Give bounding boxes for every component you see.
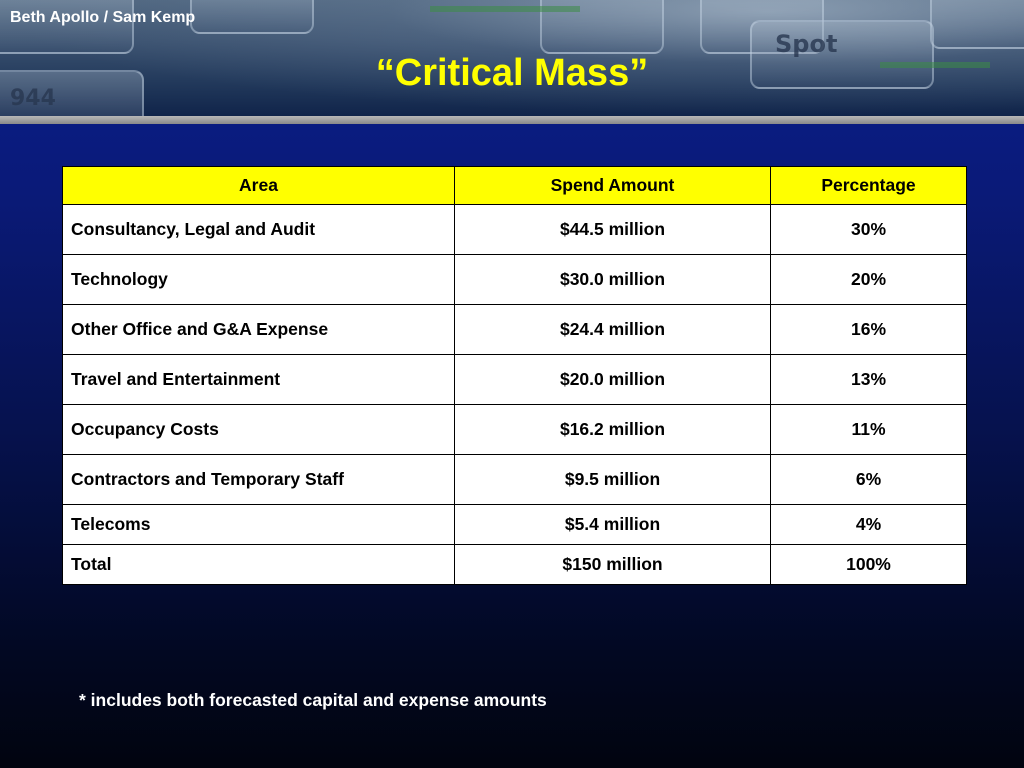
spend-cell: $150 million	[454, 544, 771, 585]
table-row: Occupancy Costs $16.2 million 11%	[62, 404, 967, 455]
percentage-cell: 13%	[770, 354, 967, 405]
table-row: Other Office and G&A Expense $24.4 milli…	[62, 304, 967, 355]
author-credit: Beth Apollo / Sam Kemp	[10, 9, 196, 26]
area-cell: Telecoms	[62, 504, 455, 545]
area-cell: Contractors and Temporary Staff	[62, 454, 455, 505]
keyboard-key-image	[0, 0, 134, 54]
spend-cell: $5.4 million	[454, 504, 771, 545]
keyboard-glyph-image: 944	[10, 86, 56, 111]
spend-cell: $16.2 million	[454, 404, 771, 455]
spend-cell: $9.5 million	[454, 454, 771, 505]
green-led-strip	[880, 62, 990, 68]
header-banner: 944 Spot	[0, 0, 1024, 116]
spend-cell: $20.0 million	[454, 354, 771, 405]
percentage-cell: 16%	[770, 304, 967, 355]
area-cell: Travel and Entertainment	[62, 354, 455, 405]
spend-cell: $24.4 million	[454, 304, 771, 355]
footnote: * includes both forecasted capital and e…	[79, 690, 547, 710]
table-row: Telecoms $5.4 million 4%	[62, 504, 967, 545]
column-header-spend: Spend Amount	[454, 166, 771, 205]
spend-table: Area Spend Amount Percentage Consultancy…	[62, 166, 967, 585]
area-cell: Other Office and G&A Expense	[62, 304, 455, 355]
area-cell: Consultancy, Legal and Audit	[62, 204, 455, 255]
keyboard-key-image	[700, 0, 824, 54]
green-led-strip	[430, 6, 580, 12]
keyboard-key-image	[0, 70, 144, 116]
header-rule	[0, 116, 1024, 124]
percentage-cell: 30%	[770, 204, 967, 255]
table-row: Technology $30.0 million 20%	[62, 254, 967, 305]
spend-cell: $30.0 million	[454, 254, 771, 305]
area-cell: Technology	[62, 254, 455, 305]
area-cell: Total	[62, 544, 455, 585]
table-total-row: Total $150 million 100%	[62, 544, 967, 585]
column-header-area: Area	[62, 166, 455, 205]
percentage-cell: 4%	[770, 504, 967, 545]
area-cell: Occupancy Costs	[62, 404, 455, 455]
percentage-cell: 20%	[770, 254, 967, 305]
keyboard-glyph-image: Spot	[775, 30, 838, 58]
keyboard-key-image	[190, 0, 314, 34]
table-row: Travel and Entertainment $20.0 million 1…	[62, 354, 967, 405]
keyboard-key-image	[930, 0, 1024, 49]
table-row: Contractors and Temporary Staff $9.5 mil…	[62, 454, 967, 505]
percentage-cell: 6%	[770, 454, 967, 505]
banner-glow	[0, 0, 1024, 116]
slide-title: “Critical Mass”	[375, 52, 649, 94]
table-row: Consultancy, Legal and Audit $44.5 milli…	[62, 204, 967, 255]
percentage-cell: 11%	[770, 404, 967, 455]
table-header-row: Area Spend Amount Percentage	[62, 166, 967, 205]
percentage-cell: 100%	[770, 544, 967, 585]
spend-cell: $44.5 million	[454, 204, 771, 255]
keyboard-key-image	[750, 20, 934, 89]
column-header-percentage: Percentage	[770, 166, 967, 205]
